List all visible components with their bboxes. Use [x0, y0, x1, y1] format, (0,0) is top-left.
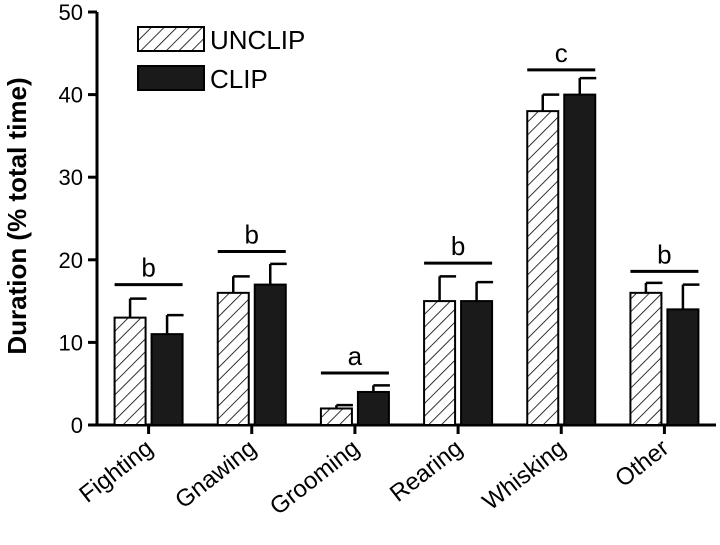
significance-letter: c: [555, 38, 568, 68]
y-ticks: 0 10 20 30 40 50: [59, 0, 97, 438]
significance-markers: b b a b c b: [114, 38, 699, 375]
x-tick-label: Rearing: [385, 434, 468, 507]
y-tick-label: 50: [59, 0, 83, 25]
legend-label-clip: CLIP: [210, 64, 268, 94]
bar-unclip: [629, 291, 663, 426]
bar-unclip: [319, 407, 353, 427]
significance-letter: b: [141, 253, 155, 283]
significance-letter: b: [245, 220, 259, 250]
x-tick-label: Gnawing: [170, 434, 261, 514]
x-tick-label: Grooming: [265, 434, 365, 520]
bar-unclip: [113, 316, 147, 426]
significance-letter: b: [657, 239, 671, 269]
bar-clip: [563, 93, 597, 426]
legend-swatch-clip: [137, 65, 205, 91]
bar-unclip: [526, 110, 560, 427]
legend-swatch-unclip: [137, 26, 205, 52]
bar-clip: [666, 308, 700, 426]
x-tick-label: Whisking: [478, 434, 571, 515]
x-tick-label: Fighting: [74, 434, 158, 508]
bar-unclip: [216, 291, 250, 426]
y-tick-label: 0: [71, 413, 83, 438]
bar-clip: [460, 300, 494, 427]
legend: UNCLIP CLIP: [137, 25, 305, 94]
bar-clip: [150, 333, 184, 427]
bar-unclip: [423, 300, 457, 427]
y-tick-label: 10: [59, 330, 83, 355]
x-tick-labels: Fighting Gnawing Grooming Rearing Whisking Ot…: [74, 425, 674, 521]
legend-label-unclip: UNCLIP: [210, 25, 305, 55]
x-tick-label: Other: [610, 434, 674, 492]
axes: [95, 12, 716, 427]
y-axis-label: Duration (% total time): [2, 77, 32, 354]
y-tick-label: 30: [59, 165, 83, 190]
bars: [113, 93, 700, 427]
bar-clip: [253, 283, 287, 426]
y-tick-label: 20: [59, 248, 83, 273]
significance-letter: b: [451, 231, 465, 261]
error-bars: [128, 76, 700, 409]
significance-letter: a: [348, 341, 363, 371]
y-tick-label: 40: [59, 83, 83, 108]
bar-clip: [356, 390, 390, 426]
